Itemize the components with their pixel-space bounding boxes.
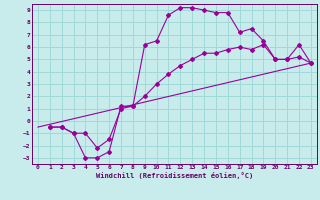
X-axis label: Windchill (Refroidissement éolien,°C): Windchill (Refroidissement éolien,°C)	[96, 172, 253, 179]
